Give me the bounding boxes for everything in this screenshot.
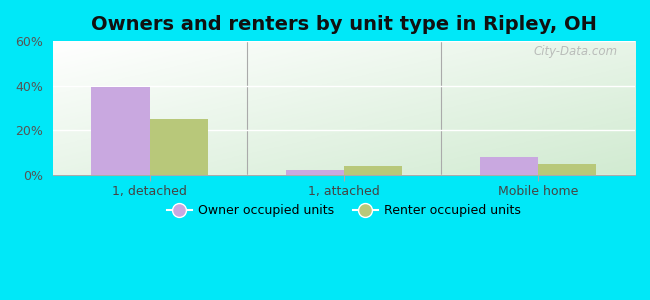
Bar	[92, 87, 150, 175]
Bar	[480, 157, 538, 175]
Bar	[150, 119, 208, 175]
Text: City-Data.com: City-Data.com	[534, 45, 618, 58]
Bar	[538, 164, 596, 175]
Legend: Owner occupied units, Renter occupied units: Owner occupied units, Renter occupied un…	[162, 199, 526, 222]
Title: Owners and renters by unit type in Ripley, OH: Owners and renters by unit type in Riple…	[91, 15, 597, 34]
Bar	[285, 170, 344, 175]
Bar	[344, 166, 402, 175]
